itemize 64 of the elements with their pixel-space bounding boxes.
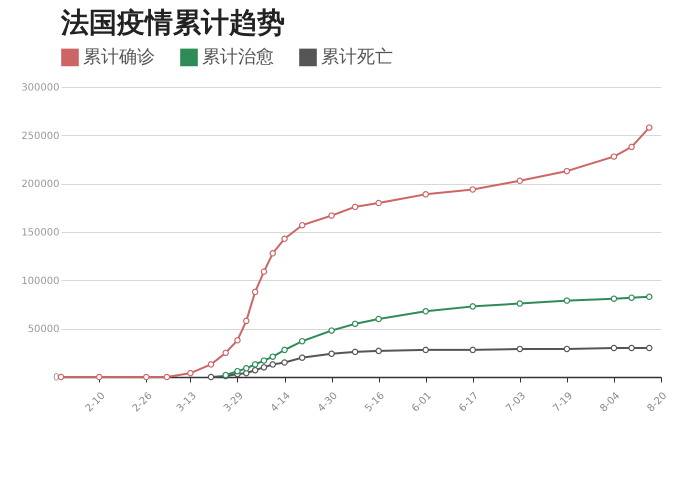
point [298,354,306,361]
point [646,294,652,300]
point [298,222,306,228]
point [234,368,241,374]
point [352,320,358,328]
point [328,350,335,358]
y-tick-label: 200000 [21,179,60,190]
point [516,178,524,184]
point [628,294,635,301]
y-tick-label: 100000 [21,276,60,287]
point [260,268,268,275]
point [470,303,476,310]
point [234,337,241,344]
legend-label: 累计确诊 [83,46,155,68]
point [270,353,276,360]
point [270,361,276,368]
point [260,357,268,364]
point [187,370,194,376]
point [564,168,570,174]
legend-label: 累计治愈 [202,46,274,68]
point [646,124,652,131]
point [422,346,429,354]
point [470,346,476,354]
point [298,338,306,344]
point [375,348,382,354]
point [610,295,618,302]
y-tick-label: 150000 [21,228,60,238]
point [328,212,335,219]
point [564,346,570,352]
point [208,374,214,380]
point [610,344,618,352]
point [516,346,524,352]
point [208,361,214,368]
legend-label: 累计死亡 [321,46,393,68]
point [646,344,652,352]
point [610,153,618,160]
point [628,144,635,150]
point [328,327,335,334]
chart-title: 法国疫情累计趋势 [60,6,285,39]
point [375,316,382,322]
point [375,200,382,206]
point [252,288,258,296]
point [628,344,635,352]
point [164,374,170,380]
y-tick-label: 250000 [21,130,60,142]
point [252,361,258,368]
point [281,236,288,242]
point [422,308,429,315]
point [564,297,570,304]
point [222,350,229,356]
point [281,359,288,366]
point [352,204,358,210]
point [243,365,250,372]
point [352,348,358,356]
point [252,366,258,374]
point [281,346,288,354]
point [422,191,429,198]
point [243,318,250,324]
point [516,300,524,307]
point [260,364,268,371]
y-tick-label: 50000 [28,324,60,336]
y-tick-label: 300000 [21,82,60,94]
point [470,186,476,193]
point [270,250,276,257]
